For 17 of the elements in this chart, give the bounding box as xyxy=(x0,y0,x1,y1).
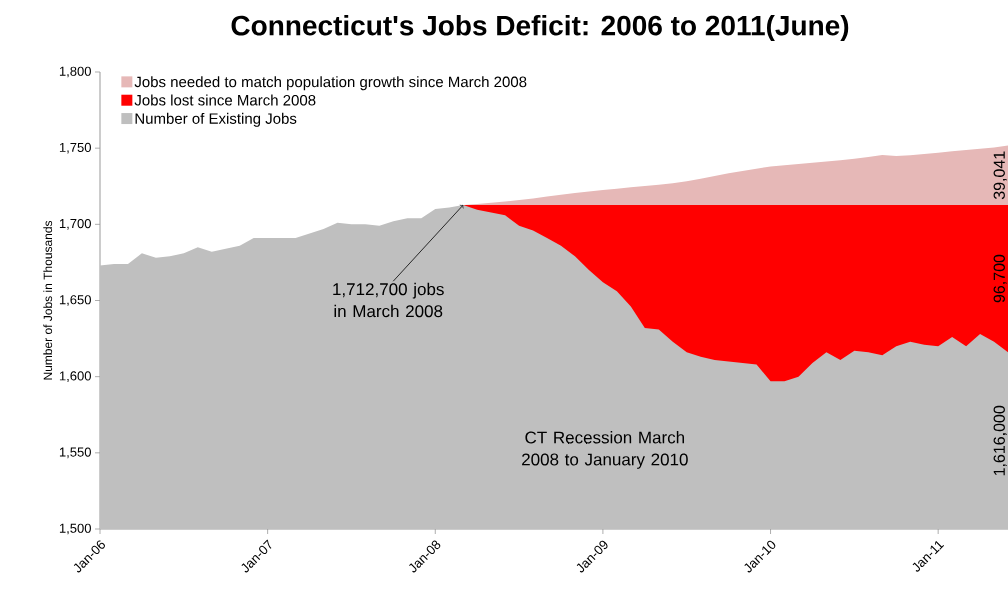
y-tick-label: 1,600 xyxy=(59,371,91,383)
annotation: 1,616,000 xyxy=(993,405,1007,476)
annotation: 39,041 xyxy=(993,151,1007,200)
chart-title: Connecticut's Jobs Deficit: 2006 to 2011(June) xyxy=(231,14,849,42)
legend-label: Number of Existing Jobs xyxy=(135,112,297,127)
annotation: 1,712,700 jobs in March 2008 xyxy=(333,282,444,318)
y-tick-label: 1,750 xyxy=(59,142,91,154)
y-tick-label: 1,550 xyxy=(59,447,91,459)
y-axis-title: Number of Jobs in Thousands xyxy=(43,220,53,380)
y-tick-label: 1,800 xyxy=(59,66,91,78)
y-tick-label: 1,500 xyxy=(59,523,91,535)
legend-label: Jobs lost since March 2008 xyxy=(134,94,316,106)
legend-label: Jobs needed to match population growth since March 2008 xyxy=(134,76,527,91)
y-tick-label: 1,700 xyxy=(59,218,91,230)
annotation: 96,700 xyxy=(993,254,1007,303)
y-tick-label: 1,650 xyxy=(59,295,91,306)
annotation: CT Recession March 2008 to January 2010 xyxy=(522,431,688,469)
